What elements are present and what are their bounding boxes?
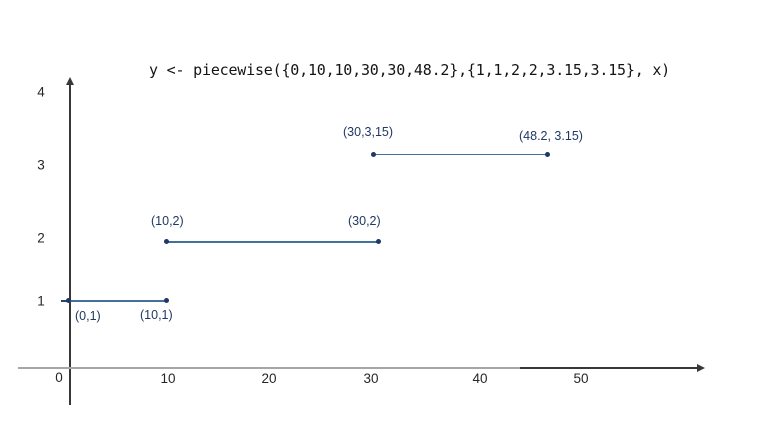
x-axis-line-black xyxy=(520,367,699,369)
data-point-dot-10-2 xyxy=(163,239,169,245)
point-label-10-2: (10,2) xyxy=(151,214,184,228)
data-point-dot-0-1 xyxy=(65,298,71,304)
x-tick-label-0: 0 xyxy=(55,370,63,385)
segment-line-1 xyxy=(68,300,166,302)
x-axis-arrowhead-icon xyxy=(697,363,705,372)
y-axis-arrowhead-icon xyxy=(65,77,74,85)
point-label-10-1: (10,1) xyxy=(140,308,173,322)
point-label-30-315: (30,3,15) xyxy=(343,125,394,139)
x-tick-label-30: 30 xyxy=(363,371,379,386)
data-point-dot-10-1 xyxy=(163,298,169,304)
y-tick-label-1: 1 xyxy=(37,293,45,309)
point-label-0-1: (0,1) xyxy=(75,309,101,323)
data-point-dot-482-315 xyxy=(544,151,550,157)
point-label-30-2: (30,2) xyxy=(348,214,381,228)
y-tick-label-3: 3 xyxy=(37,157,45,173)
segment-line-3 xyxy=(373,153,547,155)
x-tick-label-10: 10 xyxy=(160,371,176,386)
x-tick-label-40: 40 xyxy=(472,371,488,386)
x-axis-line-gray xyxy=(18,366,526,369)
x-tick-label-50: 50 xyxy=(573,371,589,386)
y-tick-label-2: 2 xyxy=(37,230,45,246)
segment-line-2 xyxy=(166,241,378,243)
data-point-dot-30-2 xyxy=(375,239,381,245)
data-point-dot-30-315 xyxy=(370,151,376,157)
x-tick-label-20: 20 xyxy=(261,371,277,386)
y-axis-line xyxy=(69,81,71,405)
point-label-482-315: (48.2, 3.15) xyxy=(519,129,583,143)
y-tick-label-4: 4 xyxy=(37,84,45,100)
chart-title: y <- piecewise({0,10,10,30,30,48.2},{1,1… xyxy=(149,61,671,79)
